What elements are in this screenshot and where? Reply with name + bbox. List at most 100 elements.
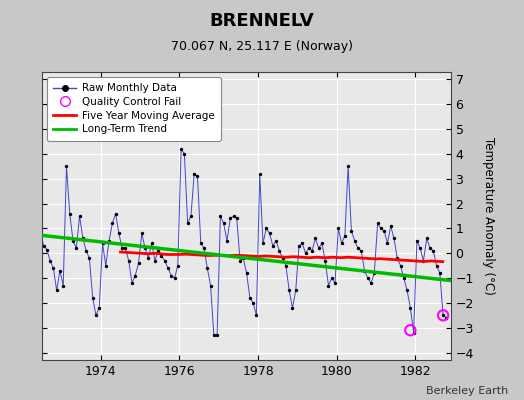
Point <box>216 213 225 219</box>
Point <box>239 255 247 262</box>
Point <box>160 258 169 264</box>
Point <box>282 262 290 269</box>
Point <box>291 287 300 294</box>
Point <box>357 248 365 254</box>
Point <box>210 332 218 338</box>
Point <box>377 225 385 232</box>
Point <box>403 287 411 294</box>
Point <box>39 242 48 249</box>
Point <box>304 245 313 252</box>
Point <box>390 235 398 242</box>
Point <box>46 258 54 264</box>
Point <box>328 275 336 281</box>
Point <box>301 250 310 256</box>
Point <box>347 228 356 234</box>
Point <box>125 258 133 264</box>
Point <box>66 210 74 217</box>
Point <box>262 225 270 232</box>
Point <box>144 255 152 262</box>
Point <box>52 287 61 294</box>
Point <box>337 240 346 246</box>
Point <box>298 240 307 246</box>
Point <box>223 238 231 244</box>
Point <box>413 238 421 244</box>
Y-axis label: Temperature Anomaly (°C): Temperature Anomaly (°C) <box>482 137 495 295</box>
Point <box>341 233 349 239</box>
Point <box>220 220 228 227</box>
Point <box>311 235 320 242</box>
Point <box>151 258 159 264</box>
Point <box>269 242 277 249</box>
Point <box>200 245 208 252</box>
Point <box>236 258 244 264</box>
Point <box>278 255 287 262</box>
Point <box>416 245 424 252</box>
Point <box>318 240 326 246</box>
Text: Berkeley Earth: Berkeley Earth <box>426 386 508 396</box>
Point <box>367 280 375 286</box>
Point <box>170 275 179 281</box>
Point <box>324 282 333 289</box>
Point <box>29 228 38 234</box>
Point <box>187 213 195 219</box>
Point <box>102 262 110 269</box>
Point <box>406 305 414 311</box>
Point <box>115 230 123 236</box>
Point <box>193 173 202 180</box>
Point <box>364 275 372 281</box>
Point <box>259 240 267 246</box>
Point <box>196 240 205 246</box>
Point <box>432 262 441 269</box>
Point <box>285 287 293 294</box>
Point <box>351 238 359 244</box>
Point <box>36 228 45 234</box>
Point <box>128 280 136 286</box>
Point <box>308 248 316 254</box>
Point <box>203 265 212 271</box>
Point <box>233 215 241 222</box>
Point <box>26 258 35 264</box>
Point <box>154 248 162 254</box>
Point <box>383 240 391 246</box>
Point <box>321 258 330 264</box>
Point <box>82 248 90 254</box>
Point <box>105 238 113 244</box>
Point <box>206 282 215 289</box>
Point <box>89 295 97 301</box>
Point <box>85 255 94 262</box>
Point <box>426 245 434 252</box>
Point <box>439 312 447 318</box>
Point <box>72 245 81 252</box>
Point <box>173 262 182 269</box>
Point <box>118 245 126 252</box>
Point <box>20 230 28 236</box>
Point <box>265 230 274 236</box>
Point <box>272 238 280 244</box>
Point <box>354 245 362 252</box>
Point <box>288 305 297 311</box>
Point <box>62 163 71 170</box>
Point <box>213 332 221 338</box>
Point <box>419 258 428 264</box>
Point <box>400 275 408 281</box>
Point <box>56 268 64 274</box>
Point <box>435 270 444 276</box>
Point <box>42 246 51 253</box>
Point <box>387 223 395 229</box>
Point <box>69 238 77 244</box>
Point <box>134 260 143 266</box>
Point <box>344 163 352 170</box>
Point <box>49 265 58 271</box>
Point <box>374 220 382 227</box>
Point <box>147 240 156 246</box>
Point <box>92 312 100 318</box>
Point <box>406 327 414 334</box>
Point <box>370 270 378 276</box>
Point <box>157 252 166 259</box>
Point <box>121 245 129 252</box>
Point <box>33 188 41 194</box>
Point <box>422 235 431 242</box>
Point <box>295 242 303 249</box>
Point <box>167 272 176 279</box>
Point <box>439 312 447 318</box>
